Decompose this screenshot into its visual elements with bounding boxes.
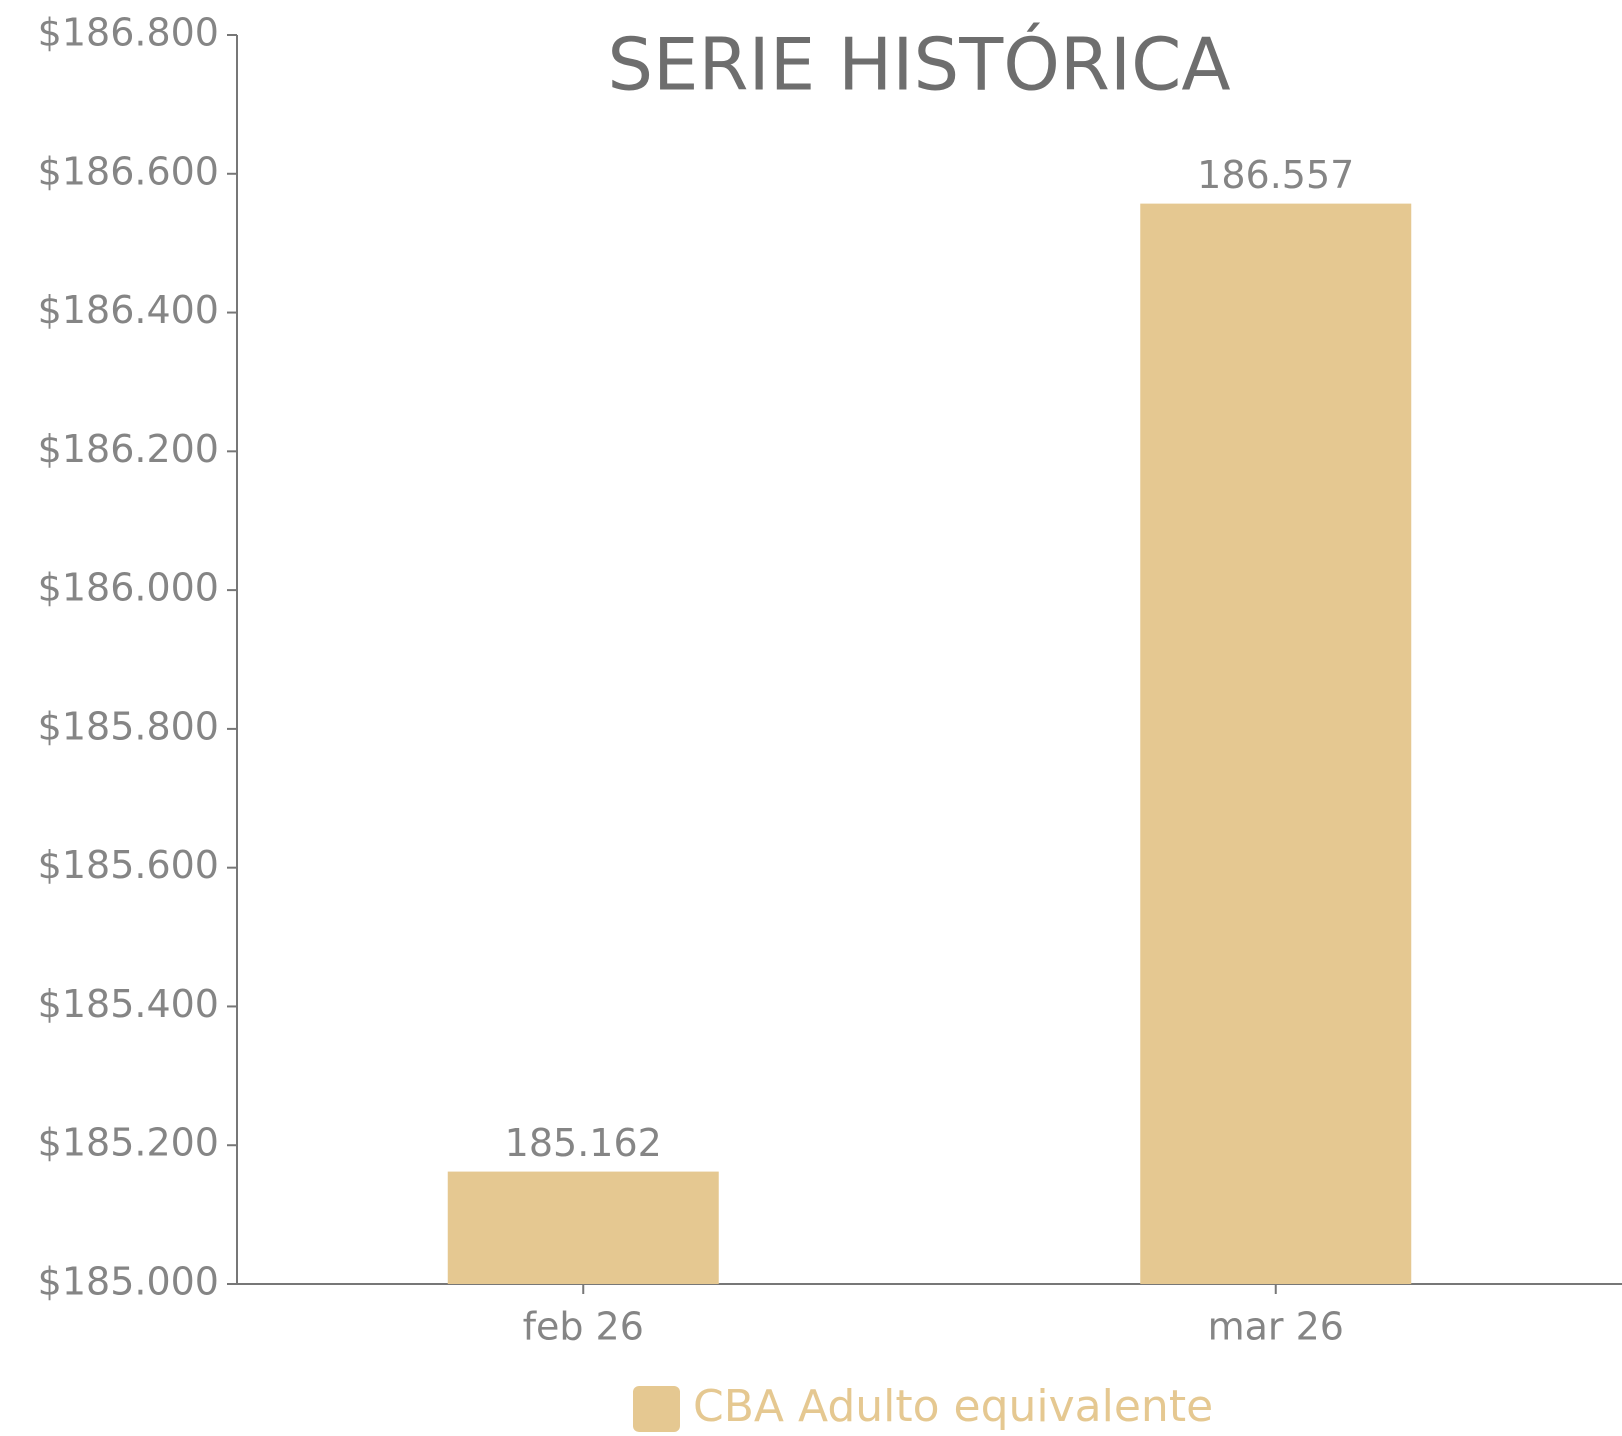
y-tick-label: $185.600 <box>38 843 219 887</box>
data-label: 185.162 <box>505 1121 662 1165</box>
y-tick-label: $186.200 <box>38 427 219 471</box>
data-label: 186.557 <box>1197 153 1354 197</box>
y-tick-label: $185.800 <box>38 704 219 748</box>
chart-title: SERIE HISTÓRICA <box>607 23 1230 107</box>
x-tick-label: feb 26 <box>523 1305 644 1349</box>
x-tick-label: mar 26 <box>1208 1305 1344 1349</box>
y-tick-label: $186.400 <box>38 288 219 332</box>
legend-swatch <box>633 1386 680 1432</box>
bar <box>1140 203 1412 1285</box>
legend-label: CBA Adulto equivalente <box>693 1381 1213 1432</box>
y-tick-label: $185.200 <box>38 1121 219 1165</box>
y-tick-label: $186.000 <box>38 566 219 610</box>
bar <box>447 1171 719 1284</box>
y-tick-label: $186.600 <box>38 149 219 193</box>
y-tick-label: $185.000 <box>38 1260 219 1304</box>
y-tick-label: $186.800 <box>38 11 219 55</box>
y-tick-label: $185.400 <box>38 982 219 1026</box>
